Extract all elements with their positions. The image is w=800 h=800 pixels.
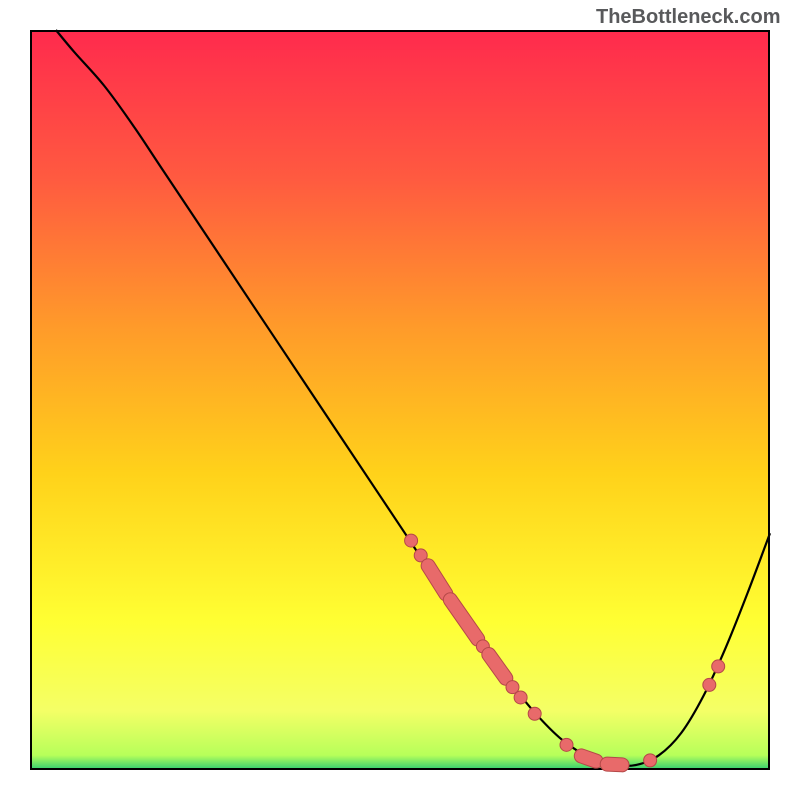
- chart-container: TheBottleneck.com: [0, 0, 800, 800]
- chart-background-gradient: [30, 30, 770, 770]
- watermark-text: TheBottleneck.com: [596, 6, 780, 29]
